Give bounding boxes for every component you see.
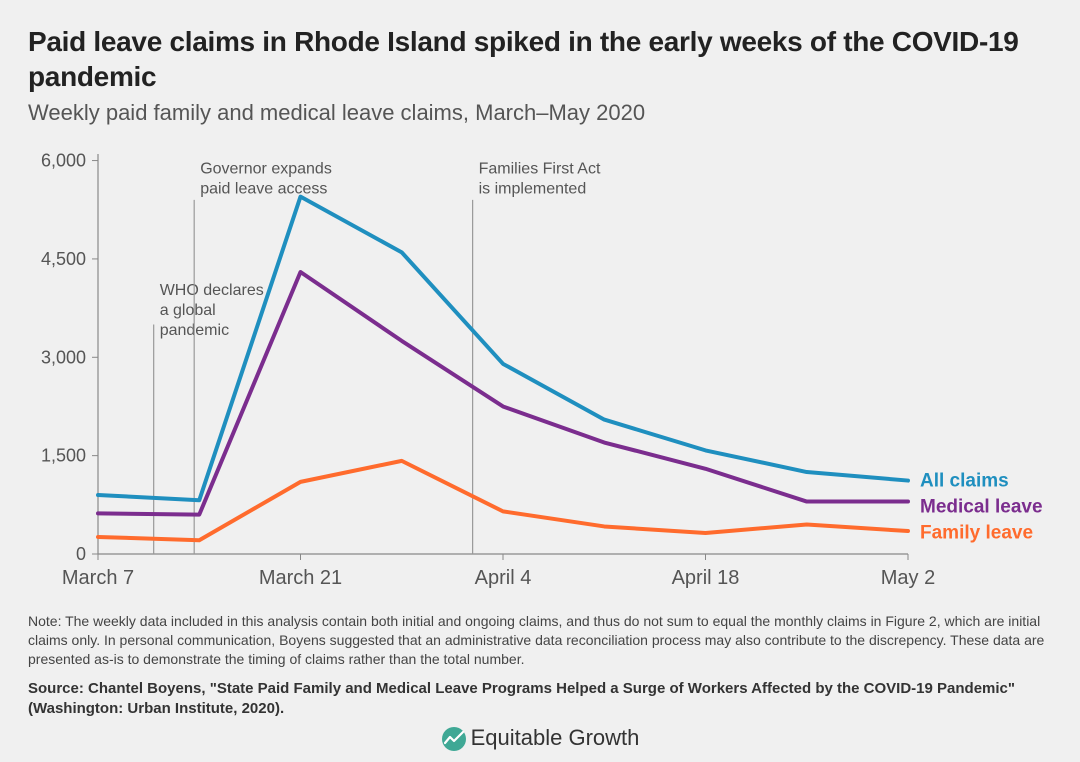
chart-note: Note: The weekly data included in this a…	[28, 612, 1052, 669]
svg-text:WHO declares: WHO declares	[160, 282, 264, 299]
svg-text:1,500: 1,500	[41, 446, 86, 466]
svg-text:0: 0	[76, 544, 86, 564]
brand-logo-icon	[441, 726, 467, 752]
svg-text:paid leave access: paid leave access	[200, 181, 327, 198]
svg-text:Governor expands: Governor expands	[200, 161, 332, 178]
svg-text:a global: a global	[160, 302, 216, 319]
svg-text:April 4: April 4	[475, 567, 532, 589]
line-chart-svg: 0 1,500 3,000 4,500 6,000 March 7 March 21 Apri…	[28, 144, 1052, 604]
svg-text:All claims: All claims	[920, 471, 1009, 492]
svg-text:May 2: May 2	[881, 567, 935, 589]
brand-footer: Equitable Growth	[28, 725, 1052, 752]
svg-text:March 7: March 7	[62, 567, 134, 589]
svg-text:Family leave: Family leave	[920, 523, 1033, 544]
svg-text:April 18: April 18	[672, 567, 740, 589]
svg-text:is implemented: is implemented	[479, 181, 587, 198]
svg-text:6,000: 6,000	[41, 151, 86, 171]
svg-text:Medical leave: Medical leave	[920, 497, 1043, 518]
svg-text:Families First Act: Families First Act	[479, 161, 601, 178]
chart-title: Paid leave claims in Rhode Island spiked…	[28, 24, 1052, 94]
chart-source: Source: Chantel Boyens, "State Paid Fami…	[28, 679, 1052, 720]
svg-text:March 21: March 21	[259, 567, 342, 589]
chart-area: 0 1,500 3,000 4,500 6,000 March 7 March 21 Apri…	[28, 144, 1052, 604]
svg-text:3,000: 3,000	[41, 347, 86, 367]
svg-text:4,500: 4,500	[41, 249, 86, 269]
brand-text: Equitable Growth	[471, 725, 640, 750]
chart-subtitle: Weekly paid family and medical leave cla…	[28, 100, 1052, 126]
